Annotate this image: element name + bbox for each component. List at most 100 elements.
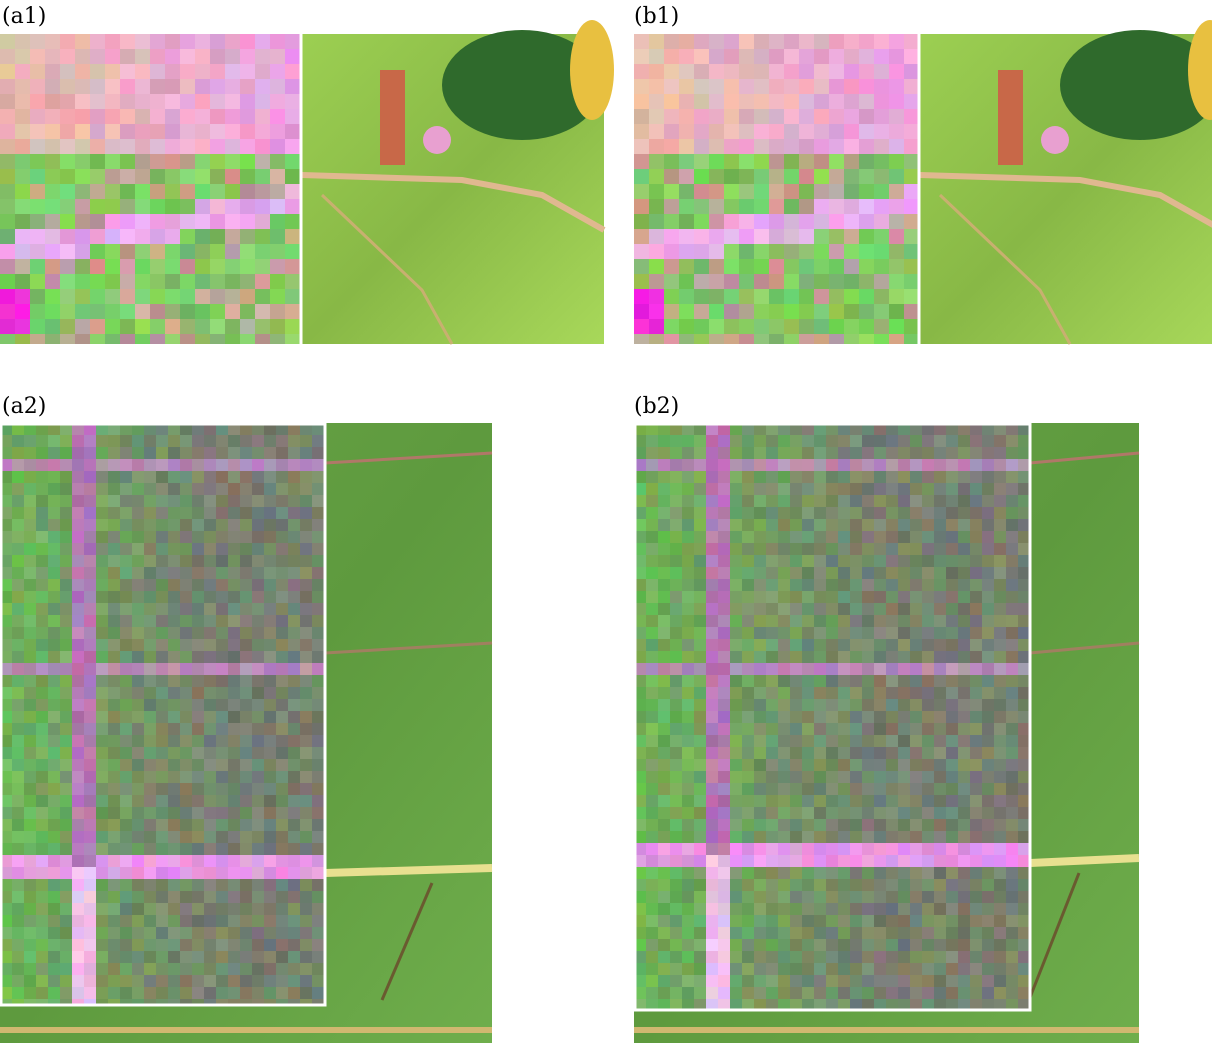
pixel xyxy=(706,867,718,879)
pixel xyxy=(276,471,288,483)
pixel xyxy=(754,627,766,639)
pixel xyxy=(1018,447,1030,459)
pixel xyxy=(264,627,276,639)
pixel xyxy=(96,939,108,951)
pixel xyxy=(225,64,240,79)
pixel xyxy=(285,214,300,229)
pixel xyxy=(0,214,15,229)
pixel xyxy=(982,891,994,903)
pixel xyxy=(994,555,1006,567)
pixel xyxy=(670,819,682,831)
pixel xyxy=(958,627,970,639)
pixel xyxy=(922,603,934,615)
pixel xyxy=(838,879,850,891)
pixel xyxy=(946,855,958,867)
pixel xyxy=(204,543,216,555)
pixel xyxy=(255,199,270,214)
pixel xyxy=(180,591,192,603)
pixel xyxy=(946,987,958,999)
pixel xyxy=(45,64,60,79)
pixel xyxy=(754,471,766,483)
pixel xyxy=(210,334,225,344)
pixel xyxy=(264,903,276,915)
pixel xyxy=(946,711,958,723)
pixel xyxy=(45,334,60,344)
pixel xyxy=(850,555,862,567)
pixel xyxy=(862,627,874,639)
pixel xyxy=(210,259,225,274)
pixel xyxy=(838,483,850,495)
pixel xyxy=(72,855,84,867)
pixel xyxy=(72,747,84,759)
pixel xyxy=(802,903,814,915)
pixel xyxy=(874,447,886,459)
pixel xyxy=(216,831,228,843)
pixel xyxy=(970,615,982,627)
pixel xyxy=(934,783,946,795)
pixel xyxy=(72,639,84,651)
pixel xyxy=(898,699,910,711)
pixel xyxy=(694,867,706,879)
pixel xyxy=(814,939,826,951)
pixel xyxy=(72,807,84,819)
pixel xyxy=(225,109,240,124)
pixel xyxy=(670,699,682,711)
pixel xyxy=(742,663,754,675)
pixel xyxy=(682,999,694,1010)
pixel xyxy=(934,675,946,687)
pixel xyxy=(195,139,210,154)
pixel xyxy=(694,879,706,891)
pixel xyxy=(264,507,276,519)
pixel xyxy=(264,915,276,927)
pixel xyxy=(754,447,766,459)
pixel xyxy=(844,64,859,79)
pixel xyxy=(60,723,72,735)
pixel xyxy=(60,975,72,987)
pixel xyxy=(24,447,36,459)
pixel xyxy=(24,567,36,579)
pixel xyxy=(778,675,790,687)
pixel xyxy=(252,627,264,639)
pixel xyxy=(1006,447,1018,459)
pixel xyxy=(180,699,192,711)
pixel xyxy=(802,759,814,771)
pixel xyxy=(108,903,120,915)
pixel xyxy=(1006,831,1018,843)
pixel xyxy=(766,915,778,927)
pixel xyxy=(814,603,826,615)
pixel xyxy=(30,334,45,344)
pixel xyxy=(96,807,108,819)
pixel xyxy=(754,675,766,687)
pixel xyxy=(48,639,60,651)
pixel xyxy=(48,591,60,603)
pixel xyxy=(802,459,814,471)
pixel xyxy=(670,675,682,687)
pixel xyxy=(216,795,228,807)
pixel xyxy=(826,867,838,879)
pixel xyxy=(225,229,240,244)
pixel xyxy=(634,154,649,169)
pixel xyxy=(886,891,898,903)
pixel xyxy=(252,951,264,963)
pixel xyxy=(156,915,168,927)
pixel xyxy=(694,723,706,735)
pixel xyxy=(285,259,300,274)
pixel xyxy=(859,139,874,154)
pixel xyxy=(60,663,72,675)
pixel xyxy=(790,987,802,999)
pixel xyxy=(84,447,96,459)
pixel xyxy=(679,334,694,344)
pixel xyxy=(754,214,769,229)
pixel xyxy=(910,615,922,627)
pixel xyxy=(862,783,874,795)
pixel xyxy=(228,951,240,963)
pixel xyxy=(216,675,228,687)
pixel xyxy=(718,807,730,819)
pixel xyxy=(240,214,255,229)
pixel xyxy=(285,274,300,289)
pixel xyxy=(312,975,324,987)
pixel xyxy=(276,927,288,939)
pixel xyxy=(850,759,862,771)
pixel xyxy=(120,334,135,344)
pixel xyxy=(228,759,240,771)
